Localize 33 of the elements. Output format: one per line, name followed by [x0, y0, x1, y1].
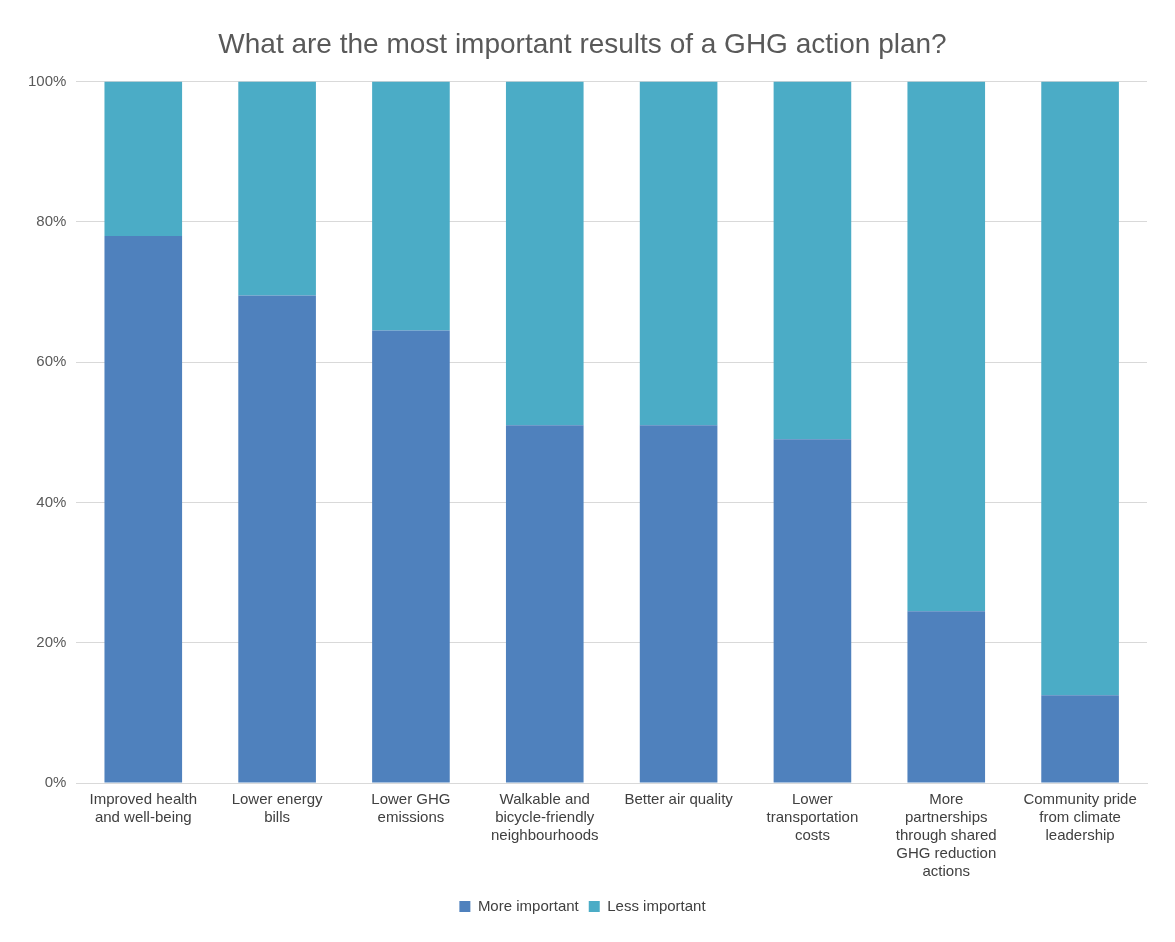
bar	[104, 235, 183, 783]
x-tick-label: Walkable and bicycle-friendly neighbourhoods	[490, 790, 599, 844]
bar	[238, 81, 316, 296]
y-tick-label: 40%	[36, 492, 67, 510]
bar	[1041, 81, 1119, 696]
x-tick-label: Better air quality	[624, 790, 734, 808]
bar	[773, 81, 852, 440]
chart-title: What are the most important results of a GHG action plan?	[218, 27, 947, 59]
bar	[773, 439, 852, 783]
y-tick-label: 80%	[36, 212, 67, 230]
y-tick-label: 20%	[36, 632, 67, 650]
legend-label: Less important	[607, 896, 707, 914]
bar	[372, 81, 450, 331]
x-tick-label: Community pride from climate leadership	[1023, 790, 1137, 844]
legend-label: More important	[477, 896, 580, 914]
x-tick-label: Lower energy bills	[231, 790, 324, 826]
x-tick-label: Lower GHG emissions	[371, 790, 451, 826]
bar	[104, 81, 183, 236]
bar	[639, 425, 718, 783]
bar	[907, 611, 986, 783]
x-tick-label: More partnerships through shared GHG reduction actions	[895, 790, 997, 880]
y-tick-label: 60%	[36, 352, 67, 370]
bar	[1041, 695, 1119, 783]
bar	[238, 295, 316, 783]
x-tick-label: Improved health and well-being	[89, 790, 198, 826]
y-tick-label: 0%	[44, 773, 67, 791]
bar	[907, 81, 986, 612]
bar	[639, 81, 718, 426]
bar	[505, 425, 584, 783]
bar	[505, 81, 584, 426]
y-tick-label: 100%	[27, 71, 67, 89]
x-tick-label: Lower transportation costs	[766, 790, 859, 844]
bar	[372, 330, 450, 783]
